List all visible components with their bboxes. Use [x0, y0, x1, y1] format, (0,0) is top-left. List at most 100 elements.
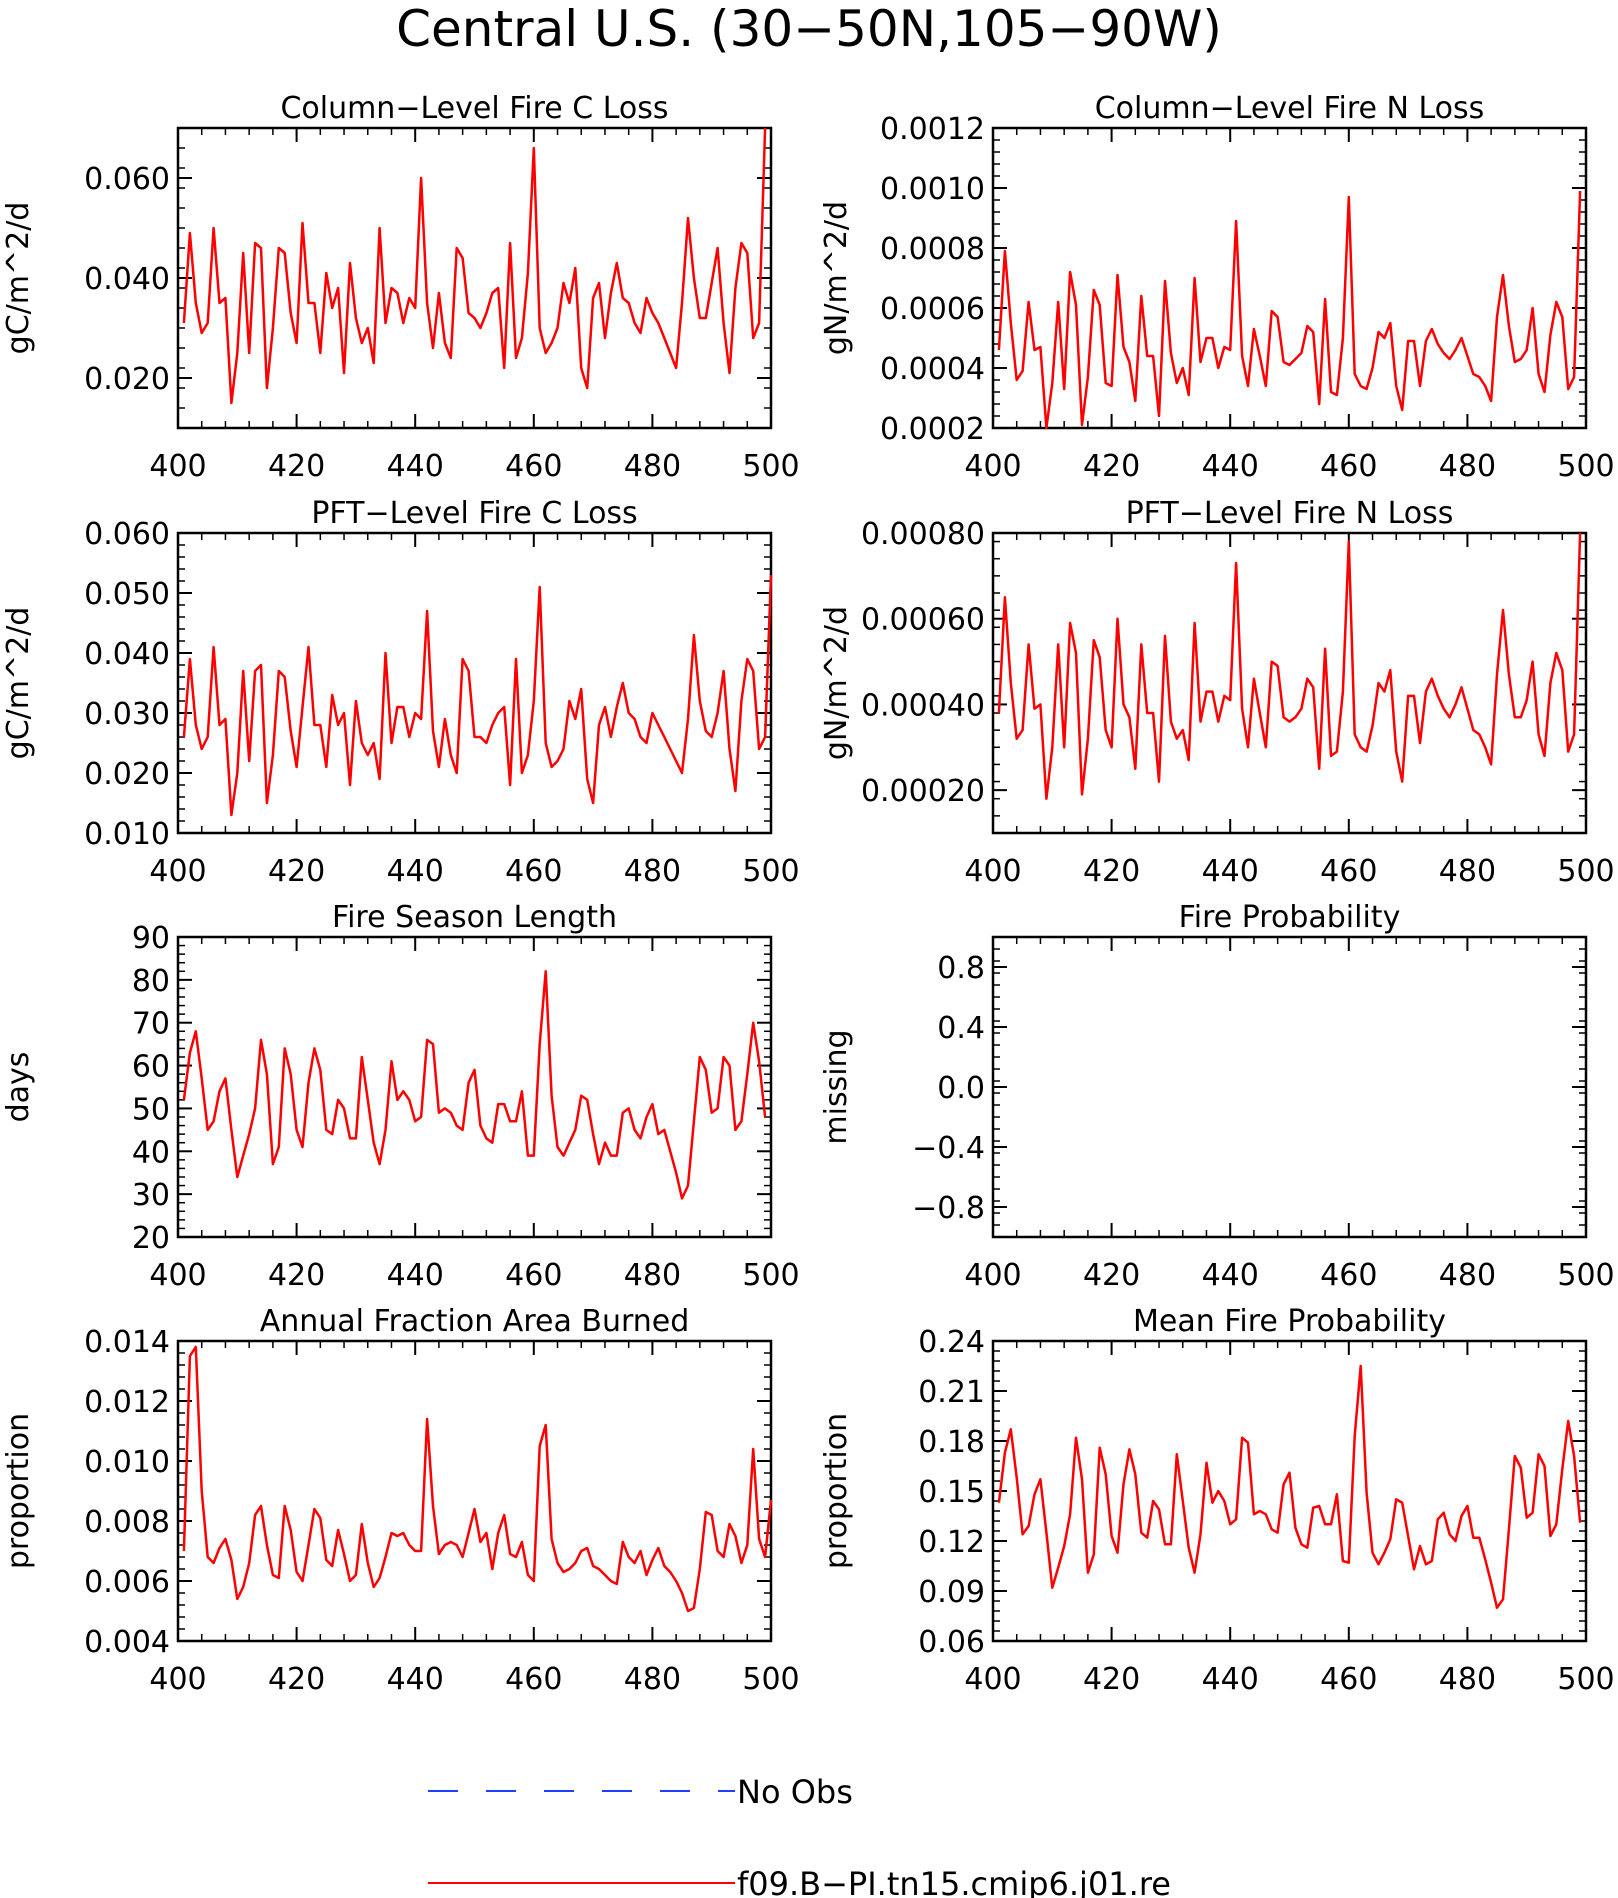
- x-tick-label: 400: [964, 854, 1021, 889]
- y-tick-label: 30: [132, 1178, 170, 1213]
- x-tick-label: 440: [387, 1662, 444, 1697]
- x-tick-label: 500: [742, 1258, 799, 1293]
- x-tick-label: 420: [268, 449, 325, 484]
- panel-title: Annual Fraction Area Burned: [260, 1304, 690, 1339]
- x-tick-label: 420: [268, 854, 325, 889]
- y-tick-label: 20: [132, 1221, 170, 1256]
- x-tick-label: 440: [387, 449, 444, 484]
- x-tick-label: 500: [742, 1662, 799, 1697]
- series-line: [997, 190, 1582, 430]
- y-tick-label: 0.21: [918, 1375, 985, 1410]
- series-line: [997, 532, 1582, 800]
- y-tick-label: 0.020: [84, 362, 170, 397]
- plot-frame: [176, 935, 773, 1239]
- legend-label-model-run: f09.B−PI.tn15.cmip6.j01.re: [737, 1865, 1171, 1898]
- chart-panel-6: 400 420 440 460 480 500 −0.8 −0.4 0.0 0.4 0.8 Fire …: [819, 900, 1615, 1293]
- x-tick-label: 480: [1439, 854, 1496, 889]
- y-axis-label: days: [1, 1052, 36, 1123]
- x-tick-label: 440: [387, 854, 444, 889]
- y-tick-label: 0.004: [84, 1625, 170, 1660]
- y-tick-label: 0.0008: [880, 232, 985, 267]
- x-tick-label: 400: [964, 1258, 1021, 1293]
- x-tick-label: 480: [624, 1258, 681, 1293]
- chart-panel-7: 400 420 440 460 480 500 0.004 0.006 0.008 0.010 0.…: [1, 1304, 800, 1697]
- x-tick-label: 460: [1320, 854, 1377, 889]
- y-tick-label: −0.4: [912, 1131, 985, 1166]
- chart-panels: 400 420 440 460 480 5000.0200.0400.060Column−…: [1, 91, 1615, 1697]
- panel-title: Column−Level Fire C Loss: [280, 91, 668, 126]
- y-tick-label: 0.010: [84, 817, 170, 852]
- x-tick-label: 500: [742, 854, 799, 889]
- y-tick-label: 0.0012: [880, 112, 985, 147]
- y-axis-label: gN/m^2/d: [819, 201, 854, 355]
- x-tick-label: 400: [149, 1258, 206, 1293]
- chart-panel-3: 400 420 440 460 480 500 0.010 0.020 0.030 0.040 0.…: [1, 496, 800, 889]
- x-tick-label: 460: [505, 1662, 562, 1697]
- y-tick-label: 0.8: [937, 951, 985, 986]
- x-tick-label: 480: [624, 1662, 681, 1697]
- series-line: [182, 574, 773, 817]
- y-tick-label: 0.014: [84, 1325, 170, 1360]
- y-tick-label: 90: [132, 921, 170, 956]
- x-tick-label: 500: [1557, 854, 1614, 889]
- y-tick-label: 40: [132, 1135, 170, 1170]
- x-tick-label: 480: [1439, 449, 1496, 484]
- y-tick-label: 0.060: [84, 162, 170, 197]
- y-tick-label: 0.0002: [880, 412, 985, 447]
- x-tick-label: 460: [505, 854, 562, 889]
- x-tick-label: 480: [1439, 1662, 1496, 1697]
- y-tick-label: 0.00040: [861, 688, 985, 723]
- series-line: [997, 1364, 1582, 1609]
- x-tick-label: 480: [624, 449, 681, 484]
- x-tick-label: 400: [964, 449, 1021, 484]
- chart-panel-8: 400 420 440 460 480 500 0.06 0.09 0.12 0.15 0.18 0.…: [819, 1304, 1615, 1697]
- x-tick-label: 440: [1202, 449, 1259, 484]
- x-tick-label: 440: [1202, 1258, 1259, 1293]
- x-tick-label: 460: [505, 1258, 562, 1293]
- y-tick-label: 0.060: [84, 517, 170, 552]
- y-axis-label: gC/m^2/d: [1, 607, 36, 760]
- x-tick-label: 420: [1083, 1662, 1140, 1697]
- y-tick-label: 0.006: [84, 1565, 170, 1600]
- y-tick-label: 0.020: [84, 757, 170, 792]
- y-tick-label: 0.12: [918, 1525, 985, 1560]
- y-tick-label: 0.06: [918, 1625, 985, 1660]
- panel-title: Column−Level Fire N Loss: [1095, 91, 1485, 126]
- x-tick-label: 500: [1557, 449, 1614, 484]
- legend: No Obs f09.B−PI.tn15.cmip6.j01.re: [428, 1773, 1171, 1898]
- y-tick-label: 0.18: [918, 1425, 985, 1460]
- panel-title: PFT−Level Fire C Loss: [311, 496, 637, 531]
- y-tick-label: 80: [132, 964, 170, 999]
- plot-frame: [991, 935, 1588, 1239]
- y-tick-label: 0.0004: [880, 352, 985, 387]
- x-tick-label: 400: [149, 1662, 206, 1697]
- y-tick-label: −0.8: [912, 1191, 985, 1226]
- y-tick-label: 0.040: [84, 637, 170, 672]
- y-tick-label: 60: [132, 1050, 170, 1085]
- y-tick-label: 50: [132, 1092, 170, 1127]
- y-tick-label: 0.050: [84, 577, 170, 612]
- x-tick-label: 440: [387, 1258, 444, 1293]
- y-tick-label: 70: [132, 1007, 170, 1042]
- y-tick-label: 0.0: [937, 1071, 985, 1106]
- x-tick-label: 400: [149, 854, 206, 889]
- x-tick-label: 420: [268, 1662, 325, 1697]
- plot-frame: [991, 531, 1588, 835]
- y-tick-label: 0.0010: [880, 172, 985, 207]
- series-line: [182, 127, 767, 405]
- y-tick-label: 0.00020: [861, 774, 985, 809]
- x-tick-label: 500: [742, 449, 799, 484]
- x-tick-label: 420: [1083, 449, 1140, 484]
- y-tick-label: 0.15: [918, 1475, 985, 1510]
- x-tick-label: 420: [1083, 1258, 1140, 1293]
- y-tick-label: 0.24: [918, 1325, 985, 1360]
- chart-panel-1: 400 420 440 460 480 500 0.020 0.040 0.060 Column−…: [1, 91, 800, 484]
- panel-title: Fire Season Length: [332, 900, 617, 935]
- panel-title: Mean Fire Probability: [1133, 1304, 1446, 1339]
- y-tick-label: 0.030: [84, 697, 170, 732]
- y-tick-label: 0.008: [84, 1505, 170, 1540]
- x-tick-label: 420: [268, 1258, 325, 1293]
- panel-title: Fire Probability: [1179, 900, 1401, 935]
- x-tick-label: 480: [1439, 1258, 1496, 1293]
